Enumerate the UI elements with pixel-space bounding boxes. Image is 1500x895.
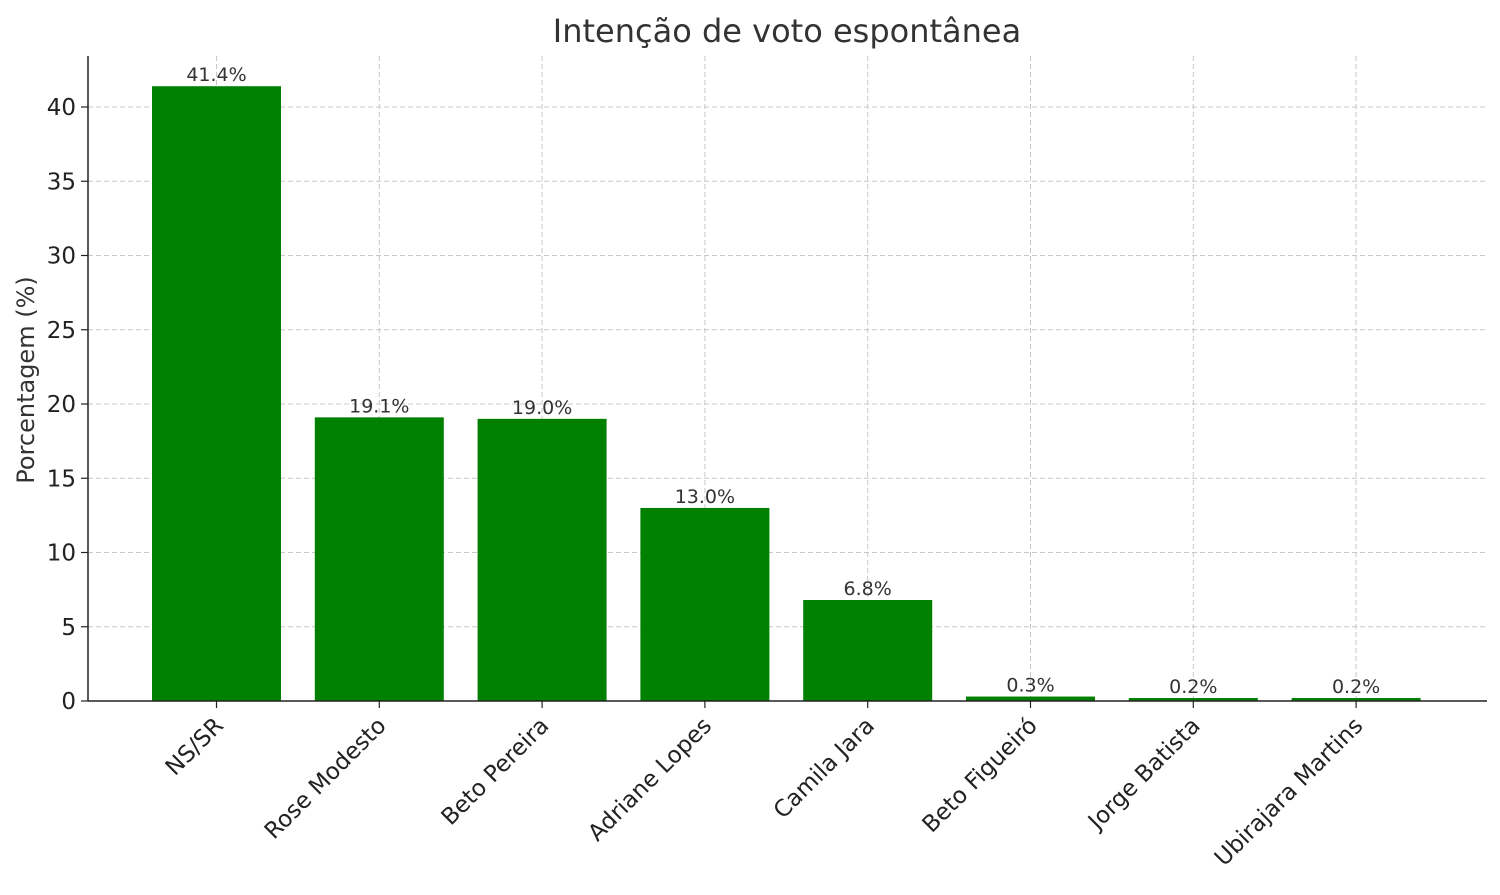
bar bbox=[314, 417, 444, 701]
x-tick-label: Camila Jara bbox=[769, 713, 880, 824]
y-tick-label: 35 bbox=[47, 169, 76, 195]
y-tick-label: 10 bbox=[47, 541, 76, 567]
y-axis-label: Porcentagem (%) bbox=[12, 276, 40, 483]
data-label: 0.2% bbox=[1332, 676, 1380, 698]
data-label: 19.0% bbox=[512, 397, 572, 419]
x-tick-label: Rose Modesto bbox=[260, 713, 392, 845]
data-label: 19.1% bbox=[349, 395, 409, 417]
x-tick-label: NS/SR bbox=[161, 713, 229, 781]
data-label: 0.3% bbox=[1006, 675, 1054, 697]
bar bbox=[477, 418, 607, 701]
x-tick-label: Beto Figueiró bbox=[918, 713, 1043, 838]
data-label: 41.4% bbox=[186, 64, 246, 86]
x-tick-label: Beto Pereira bbox=[437, 713, 555, 831]
bar bbox=[1291, 698, 1421, 701]
data-label: 0.2% bbox=[1169, 676, 1217, 698]
y-tick-label: 40 bbox=[47, 95, 76, 121]
grid-layer bbox=[88, 56, 1487, 701]
y-tick-label: 20 bbox=[47, 392, 76, 418]
bar bbox=[640, 507, 770, 701]
x-tick-label: Adriane Lopes bbox=[583, 713, 717, 847]
bars-layer bbox=[152, 86, 1421, 701]
y-tick-label: 25 bbox=[47, 318, 76, 344]
y-tick-label: 5 bbox=[61, 615, 76, 641]
data-label: 13.0% bbox=[675, 486, 735, 508]
x-tick-label: Jorge Batista bbox=[1082, 713, 1205, 836]
x-tick-label: Ubirajara Martins bbox=[1210, 713, 1368, 871]
bar bbox=[803, 600, 933, 701]
y-tick-label: 15 bbox=[47, 466, 76, 492]
chart-title: Intenção de voto espontânea bbox=[553, 12, 1021, 50]
y-tick-label: 30 bbox=[47, 244, 76, 270]
data-label: 6.8% bbox=[844, 578, 892, 600]
bar bbox=[966, 696, 1095, 701]
data-labels-layer: 41.4% 19.1% 19.0% 13.0% 6.8% 0.3% 0.2% 0.2% bbox=[186, 64, 1380, 698]
y-tick-label: 0 bbox=[61, 689, 76, 715]
bar bbox=[152, 86, 281, 701]
bar bbox=[1128, 698, 1258, 701]
